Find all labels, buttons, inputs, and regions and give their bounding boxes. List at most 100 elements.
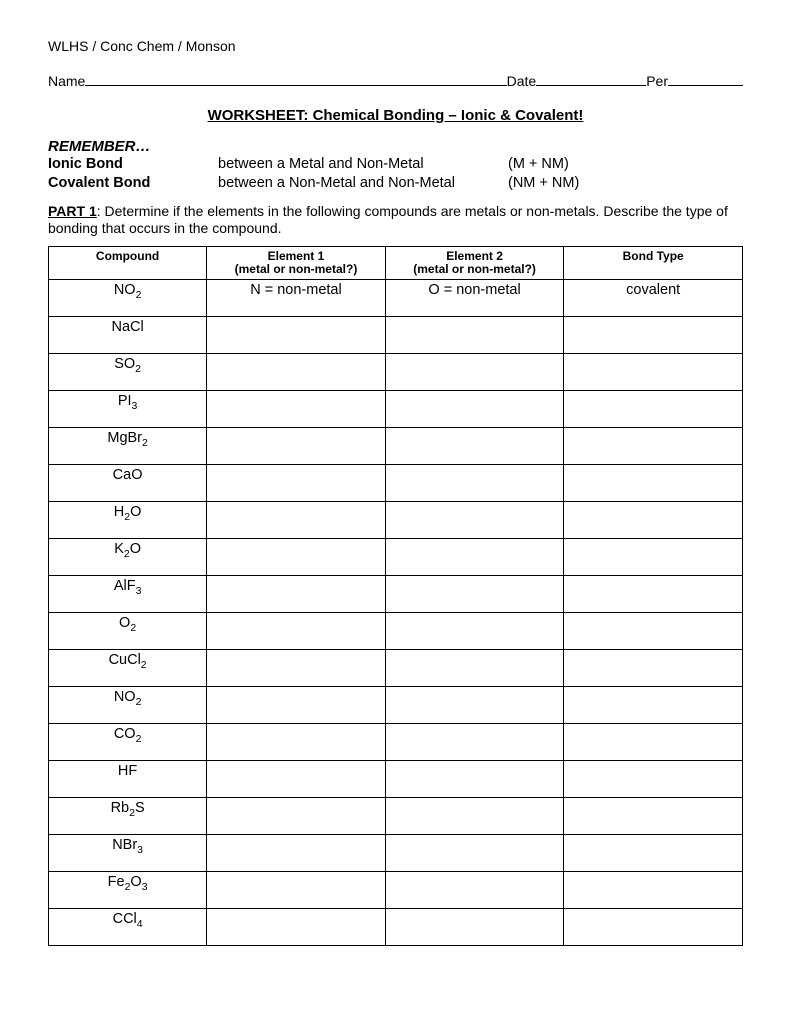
- table-row: O2: [49, 613, 743, 650]
- per-label: Per: [646, 73, 668, 89]
- remember-label: REMEMBER…: [48, 138, 743, 155]
- bondtype-cell[interactable]: [564, 835, 743, 872]
- element2-cell[interactable]: [385, 354, 564, 391]
- bond-desc: between a Metal and Non-Metal: [218, 155, 508, 174]
- element2-cell[interactable]: [385, 539, 564, 576]
- element1-cell[interactable]: [207, 835, 386, 872]
- date-blank[interactable]: [536, 72, 646, 86]
- element1-cell[interactable]: N = non-metal: [207, 280, 386, 317]
- table-row: SO2: [49, 354, 743, 391]
- bondtype-cell[interactable]: [564, 613, 743, 650]
- element1-cell[interactable]: [207, 613, 386, 650]
- part1-text: : Determine if the elements in the follo…: [48, 203, 728, 237]
- bondtype-cell[interactable]: [564, 798, 743, 835]
- table-row: K2O: [49, 539, 743, 576]
- element2-cell[interactable]: [385, 872, 564, 909]
- table-row: NBr3: [49, 835, 743, 872]
- element1-cell[interactable]: [207, 576, 386, 613]
- table-header-row: Compound Element 1 (metal or non-metal?)…: [49, 246, 743, 280]
- per-blank[interactable]: [668, 72, 743, 86]
- table-row: CO2: [49, 724, 743, 761]
- table-row: PI3: [49, 391, 743, 428]
- element1-cell[interactable]: [207, 502, 386, 539]
- element1-cell[interactable]: [207, 761, 386, 798]
- th-bondtype: Bond Type: [564, 246, 743, 280]
- bondtype-cell[interactable]: [564, 539, 743, 576]
- bondtype-cell[interactable]: [564, 576, 743, 613]
- bondtype-cell[interactable]: [564, 687, 743, 724]
- element1-cell[interactable]: [207, 872, 386, 909]
- bondtype-cell[interactable]: [564, 761, 743, 798]
- element2-cell[interactable]: [385, 761, 564, 798]
- bondtype-cell[interactable]: [564, 428, 743, 465]
- name-date-line: Name Date Per: [48, 72, 743, 89]
- element1-cell[interactable]: [207, 391, 386, 428]
- element2-cell[interactable]: O = non-metal: [385, 280, 564, 317]
- element1-cell[interactable]: [207, 724, 386, 761]
- element1-cell[interactable]: [207, 428, 386, 465]
- table-row: NO2N = non-metalO = non-metalcovalent: [49, 280, 743, 317]
- element2-cell[interactable]: [385, 687, 564, 724]
- compound-table: Compound Element 1 (metal or non-metal?)…: [48, 246, 743, 947]
- compound-cell: NO2: [49, 687, 207, 724]
- covalent-bond-row: Covalent Bond between a Non-Metal and No…: [48, 174, 743, 193]
- compound-cell: MgBr2: [49, 428, 207, 465]
- bondtype-cell[interactable]: [564, 317, 743, 354]
- element2-cell[interactable]: [385, 317, 564, 354]
- element2-cell[interactable]: [385, 798, 564, 835]
- element2-cell[interactable]: [385, 909, 564, 946]
- th-el1-b: (metal or non-metal?): [235, 262, 358, 276]
- element1-cell[interactable]: [207, 465, 386, 502]
- th-el2-b: (metal or non-metal?): [413, 262, 536, 276]
- element1-cell[interactable]: [207, 317, 386, 354]
- bond-desc: between a Non-Metal and Non-Metal: [218, 174, 508, 193]
- th-element1: Element 1 (metal or non-metal?): [207, 246, 386, 280]
- part1-instructions: PART 1: Determine if the elements in the…: [48, 203, 743, 238]
- compound-cell: CuCl2: [49, 650, 207, 687]
- element2-cell[interactable]: [385, 391, 564, 428]
- th-el2-a: Element 2: [446, 249, 503, 263]
- remember-block: REMEMBER… Ionic Bond between a Metal and…: [48, 138, 743, 193]
- compound-cell: NBr3: [49, 835, 207, 872]
- bond-name: Covalent Bond: [48, 174, 218, 193]
- bondtype-cell[interactable]: [564, 724, 743, 761]
- element2-cell[interactable]: [385, 835, 564, 872]
- element1-cell[interactable]: [207, 687, 386, 724]
- table-row: Rb2S: [49, 798, 743, 835]
- compound-cell: Fe2O3: [49, 872, 207, 909]
- compound-cell: CO2: [49, 724, 207, 761]
- compound-cell: Rb2S: [49, 798, 207, 835]
- table-row: NaCl: [49, 317, 743, 354]
- bondtype-cell[interactable]: [564, 872, 743, 909]
- bondtype-cell[interactable]: [564, 391, 743, 428]
- compound-cell: PI3: [49, 391, 207, 428]
- compound-cell: CCl4: [49, 909, 207, 946]
- name-blank[interactable]: [85, 72, 506, 86]
- bondtype-cell[interactable]: covalent: [564, 280, 743, 317]
- element2-cell[interactable]: [385, 613, 564, 650]
- bondtype-cell[interactable]: [564, 502, 743, 539]
- bondtype-cell[interactable]: [564, 465, 743, 502]
- table-row: CuCl2: [49, 650, 743, 687]
- element2-cell[interactable]: [385, 576, 564, 613]
- table-row: MgBr2: [49, 428, 743, 465]
- element1-cell[interactable]: [207, 650, 386, 687]
- table-row: CaO: [49, 465, 743, 502]
- element2-cell[interactable]: [385, 650, 564, 687]
- element2-cell[interactable]: [385, 428, 564, 465]
- bondtype-cell[interactable]: [564, 909, 743, 946]
- element2-cell[interactable]: [385, 724, 564, 761]
- element1-cell[interactable]: [207, 539, 386, 576]
- compound-cell: K2O: [49, 539, 207, 576]
- worksheet-page: WLHS / Conc Chem / Monson Name Date Per …: [0, 0, 791, 1024]
- table-row: NO2: [49, 687, 743, 724]
- element2-cell[interactable]: [385, 465, 564, 502]
- element1-cell[interactable]: [207, 909, 386, 946]
- worksheet-title: WORKSHEET: Chemical Bonding – Ionic & Co…: [48, 107, 743, 124]
- bondtype-cell[interactable]: [564, 650, 743, 687]
- compound-cell: AlF3: [49, 576, 207, 613]
- element1-cell[interactable]: [207, 354, 386, 391]
- element2-cell[interactable]: [385, 502, 564, 539]
- bondtype-cell[interactable]: [564, 354, 743, 391]
- element1-cell[interactable]: [207, 798, 386, 835]
